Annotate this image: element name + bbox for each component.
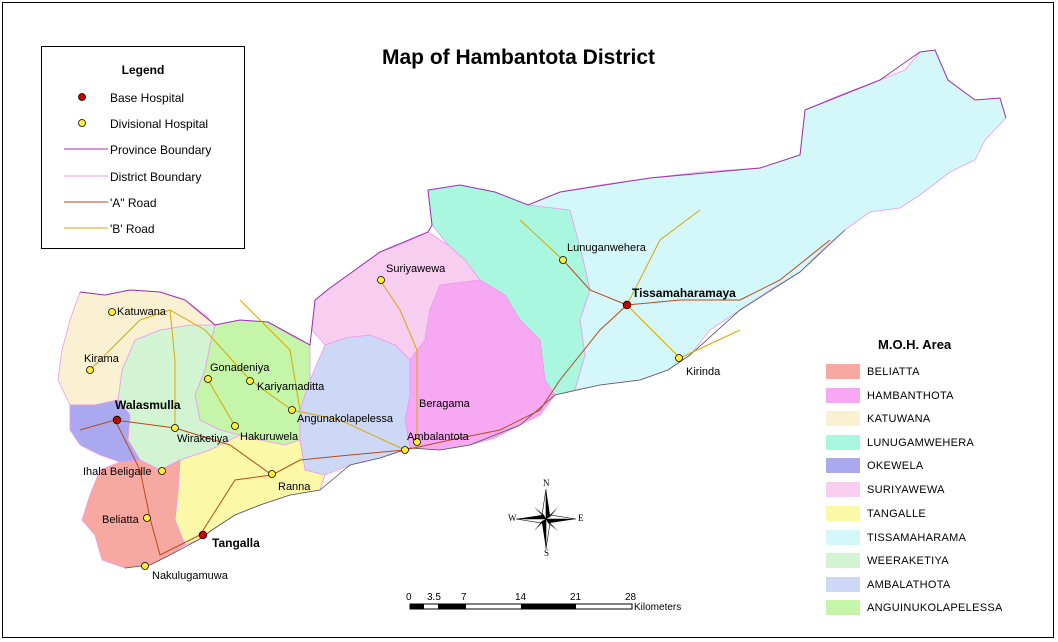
moh-item-weeraketiya: WEERAKETIYA — [826, 553, 1056, 570]
base-hospital-walasmulla — [112, 415, 122, 425]
place-label: Gonadeniya — [210, 362, 270, 374]
scale-unit: Kilometers — [634, 602, 682, 613]
moh-item-katuwana: KATUWANA — [826, 411, 1056, 428]
moh-title: M.O.H. Area — [878, 337, 952, 352]
moh-item-tangalle: TANGALLE — [826, 506, 1056, 523]
legend-title: Legend — [121, 63, 165, 77]
div-hospital-lunuganwehera — [559, 256, 567, 264]
area-beliatta — [81, 459, 186, 569]
b-road-2 — [169, 299, 301, 428]
compass-west: W — [508, 513, 517, 523]
moh-item-anguinukolapelessa: ANGUINUKOLAPELESSA — [826, 600, 1056, 617]
scale-bar — [409, 603, 633, 610]
province-boundary — [79, 49, 1007, 346]
place-label: Ranna — [278, 481, 311, 493]
place-label: Kirama — [84, 353, 119, 365]
place-label: Lunuganwehera — [567, 242, 646, 254]
div-hospital-kirinda — [675, 354, 683, 362]
yellow-dot-icon — [78, 119, 86, 127]
compass-rose-icon — [515, 488, 577, 550]
place-label: Nakulugamuwa — [152, 570, 228, 582]
a-road — [79, 239, 831, 476]
legend-item-b-road: 'B' Road — [42, 221, 244, 237]
div-hospital-katuwana — [108, 308, 116, 316]
place-label: Kirinda — [686, 366, 721, 378]
line-icon — [64, 175, 108, 177]
base-hospital-tangalla — [198, 530, 208, 540]
div-hospital-hakuruwela — [231, 422, 239, 430]
div-hospital-ranna — [268, 470, 276, 478]
line-icon — [64, 227, 108, 229]
div-hospital-kariyamaditta — [246, 377, 254, 385]
legend: Legend Base Hospital Divisional Hospital… — [41, 46, 245, 249]
place-label: Angunakolapelessa — [297, 413, 394, 425]
b-road — [89, 309, 406, 451]
legend-item-a-road: 'A" Road — [42, 195, 244, 211]
div-hospital-wiraketiya — [171, 424, 179, 432]
legend-item-divisional-hospital: Divisional Hospital — [42, 116, 244, 132]
place-label: Kariyamaditta — [257, 381, 325, 393]
place-label: Hakuruwela — [240, 431, 299, 443]
div-hospital-suriyawewa — [377, 276, 385, 284]
moh-item-beliatta: BELIATTA — [826, 364, 1056, 381]
a-road-3 — [562, 259, 628, 306]
div-hospital-beragama — [413, 438, 421, 446]
compass-south: S — [544, 548, 550, 558]
moh-item-suriyawewa: SURIYAWEWA — [826, 482, 1056, 499]
div-hospital-nakulugamuwa — [141, 562, 149, 570]
div-hospital-ihala-beligalle — [158, 467, 166, 475]
scale-tick-label: 7 — [461, 592, 467, 603]
moh-item-hambanthota: HAMBANTHOTA — [826, 388, 1056, 405]
a-road-2 — [114, 419, 273, 556]
place-label: Tangalla — [212, 536, 260, 550]
scale-tick-label: 0 — [406, 592, 412, 603]
place-label: Wiraketiya — [177, 433, 229, 445]
line-icon — [64, 201, 108, 203]
div-hospital-angunakolapelessa — [288, 406, 296, 414]
place-label: Ihala Beligalle — [83, 466, 152, 478]
div-hospital-kirama — [86, 366, 94, 374]
line-icon — [64, 148, 108, 150]
div-hospital-gonadeniya — [204, 375, 212, 383]
legend-item-province-boundary: Province Boundary — [42, 142, 244, 158]
place-label: Walasmulla — [115, 398, 181, 412]
moh-item-okewela: OKEWELA — [826, 458, 1056, 475]
compass-north: N — [543, 478, 550, 488]
scale-tick-label: 28 — [625, 592, 637, 603]
red-dot-icon — [78, 93, 86, 101]
div-hospital-beliatta — [143, 514, 151, 522]
place-label: Beliatta — [102, 514, 139, 526]
place-label: Suriyawewa — [386, 263, 446, 275]
place-label: Ambalantota — [407, 431, 469, 443]
moh-item-lunugamwehera: LUNUGAMWEHERA — [826, 435, 1056, 452]
place-label: Katuwana — [117, 306, 166, 318]
compass-east: E — [578, 513, 584, 523]
moh-item-tissamaharama: TISSAMAHARAMA — [826, 530, 1056, 547]
scale-tick-label: 3.5 — [427, 592, 441, 603]
hospital-markers — [86, 256, 683, 570]
base-hospital-tissamaharamaya — [622, 300, 632, 310]
map-title: Map of Hambantota District — [382, 46, 656, 69]
place-label: Tissamaharamaya — [632, 286, 736, 300]
moh-item-ambalathota: AMBALATHOTA — [826, 577, 1056, 594]
div-hospital-ambalantota — [401, 446, 409, 454]
legend-item-base-hospital: Base Hospital — [42, 90, 244, 106]
b-road-3 — [379, 209, 741, 442]
scale-tick-label: 21 — [570, 592, 582, 603]
place-label: Beragama — [419, 398, 470, 410]
coastline — [124, 229, 846, 569]
scale-tick-label: 14 — [515, 592, 527, 603]
legend-item-district-boundary: District Boundary — [42, 169, 244, 185]
